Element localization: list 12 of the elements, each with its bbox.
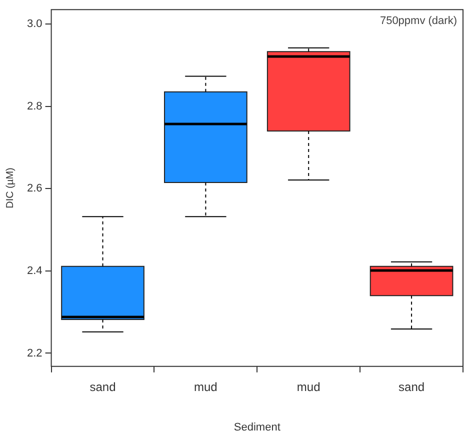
y-tick-label: 2.8 [26,100,42,112]
y-tick-label: 3.0 [26,18,42,30]
x-tick-label: sand [398,380,425,394]
y-tick-label: 2.6 [26,182,42,195]
annotation: 750ppmv (dark) [380,15,457,28]
x-tick-label: sand [90,380,116,394]
x-tick-label: mud [296,380,320,394]
x-axis-title: Sediment [234,421,280,434]
y-axis-title: DIC (µM) [4,168,16,208]
y-tick-label: 2.2 [26,347,42,360]
x-tick-label: mud [194,380,218,394]
y-tick-label: 2.4 [26,264,42,277]
